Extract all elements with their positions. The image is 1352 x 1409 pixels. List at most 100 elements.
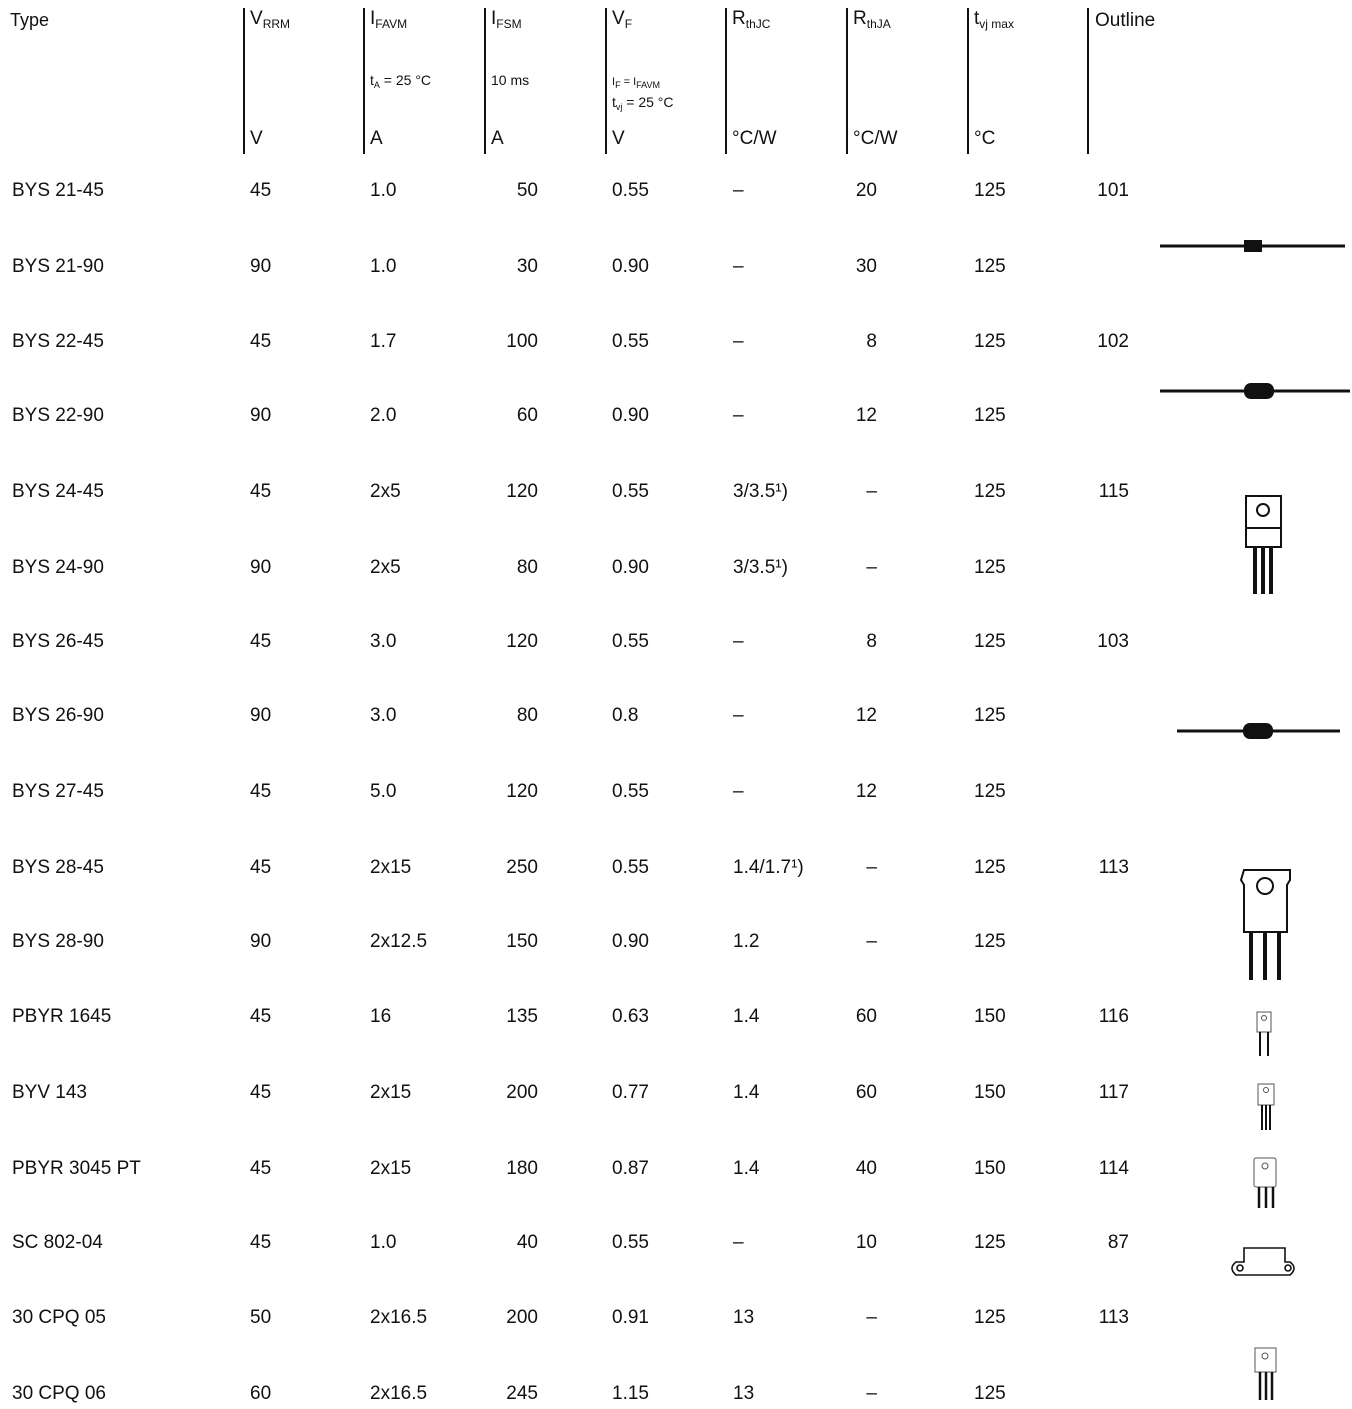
cell-ifsm: 200 — [506, 1307, 538, 1328]
cell-vf: 0.90 — [612, 931, 649, 952]
cell-tvj: 125 — [974, 481, 1006, 502]
header-ifavm-condition: tA = 25 °C — [370, 72, 432, 90]
cell-vf: 0.90 — [612, 405, 649, 426]
cell-ifsm: 50 — [516, 180, 538, 201]
header-divider — [725, 8, 727, 154]
cell-vf: 0.63 — [612, 1006, 649, 1027]
cell-ifavm: 2x5 — [370, 481, 401, 502]
cell-vrrm: 45 — [250, 1082, 272, 1103]
cell-rthja: – — [866, 1383, 877, 1404]
cell-vf: 0.55 — [612, 481, 649, 502]
cell-ifsm: 180 — [506, 1158, 538, 1179]
cell-vrrm: 45 — [250, 1158, 272, 1179]
cell-type: 30 CPQ 06 — [12, 1383, 106, 1404]
cell-ifavm: 2x5 — [370, 557, 401, 578]
cell-outline: 87 — [1107, 1232, 1129, 1253]
cell-ifavm: 1.7 — [370, 331, 397, 352]
header-rthja-unit: °C/W — [853, 128, 898, 149]
cell-type: BYS 24-45 — [12, 481, 104, 502]
cell-ifsm: 30 — [516, 256, 538, 277]
cell-rthjc: – — [733, 705, 744, 726]
cell-ifavm: 2x15 — [370, 1158, 412, 1179]
cell-ifavm: 2x12.5 — [370, 931, 428, 952]
cell-outline: 102 — [1097, 331, 1129, 352]
header-vf-condition-2: tvj = 25 °C — [612, 94, 674, 112]
to220-3lead-small-icon — [1254, 1347, 1277, 1400]
cell-vf: 0.90 — [612, 256, 649, 277]
cell-rthja: – — [866, 557, 877, 578]
cell-tvj: 125 — [974, 1383, 1006, 1404]
cell-outline: 113 — [1098, 857, 1129, 878]
header-vf-symbol: VF — [612, 8, 633, 31]
cell-ifavm: 1.0 — [370, 256, 397, 277]
cell-ifavm: 2x16.5 — [370, 1307, 428, 1328]
cell-type: PBYR 3045 PT — [12, 1158, 141, 1179]
cell-vrrm: 60 — [250, 1383, 272, 1404]
cell-rthja: 12 — [855, 405, 877, 426]
cell-rthjc: – — [733, 631, 744, 652]
cell-tvj: 150 — [974, 1006, 1006, 1027]
to220-2lead-small-icon — [1256, 1011, 1272, 1056]
cell-vf: 0.55 — [612, 781, 649, 802]
cell-ifavm: 2x16.5 — [370, 1383, 428, 1404]
cell-vf: 1.15 — [612, 1383, 649, 1404]
cell-rthjc: – — [733, 781, 744, 802]
cell-vrrm: 90 — [250, 256, 272, 277]
cell-tvj: 125 — [974, 1307, 1006, 1328]
header-tvj-unit: °C — [974, 128, 996, 149]
cell-rthja: 12 — [855, 705, 877, 726]
cell-ifsm: 120 — [506, 781, 538, 802]
cell-ifsm: 150 — [506, 931, 538, 952]
cell-rthjc: 1.4 — [733, 1158, 760, 1179]
cell-ifavm: 2x15 — [370, 1082, 412, 1103]
cell-rthjc: – — [733, 405, 744, 426]
cell-ifsm: 40 — [516, 1232, 538, 1253]
header-ifsm-unit: A — [491, 128, 504, 149]
cell-vf: 0.55 — [612, 331, 649, 352]
header-tvj-symbol: tvj max — [974, 8, 1014, 31]
type-heading: Type — [10, 10, 50, 30]
cell-tvj: 125 — [974, 1232, 1006, 1253]
cell-outline: 117 — [1098, 1082, 1129, 1103]
cell-tvj: 125 — [974, 180, 1006, 201]
cell-tvj: 125 — [974, 705, 1006, 726]
to218-3lead-small-icon — [1253, 1157, 1277, 1208]
cell-vrrm: 50 — [250, 1307, 272, 1328]
cell-type: BYS 21-45 — [12, 180, 104, 201]
cell-ifavm: 2.0 — [370, 405, 397, 426]
header-vf-condition-1: IF = IFAVM — [612, 76, 660, 90]
header-rthjc-symbol: RthJC — [732, 8, 771, 31]
header-divider — [484, 8, 486, 154]
to220-3lead-icon — [1245, 495, 1282, 594]
cell-rthjc: 13 — [733, 1383, 755, 1404]
header-divider — [1087, 8, 1089, 154]
cell-type: BYS 28-90 — [12, 931, 104, 952]
flange-mount-icon — [1231, 1247, 1295, 1276]
header-ifsm-symbol: IFSM — [491, 8, 522, 31]
cell-type: BYS 28-45 — [12, 857, 104, 878]
cell-ifsm: 80 — [516, 557, 538, 578]
cell-tvj: 125 — [974, 781, 1006, 802]
axial-medium-diode-icon — [1160, 383, 1350, 399]
cell-vrrm: 90 — [250, 705, 272, 726]
cell-type: BYS 21-90 — [12, 256, 104, 277]
cell-ifsm: 80 — [516, 705, 538, 726]
to247-3lead-icon — [1239, 869, 1291, 980]
cell-type: BYS 26-45 — [12, 631, 104, 652]
cell-vrrm: 45 — [250, 481, 272, 502]
cell-outline: 103 — [1097, 631, 1129, 652]
cell-outline: 113 — [1098, 1307, 1129, 1328]
cell-rthja: – — [866, 481, 877, 502]
cell-outline: 115 — [1098, 481, 1129, 502]
cell-tvj: 125 — [974, 331, 1006, 352]
cell-ifavm: 1.0 — [370, 1232, 397, 1253]
cell-rthjc: 13 — [733, 1307, 755, 1328]
cell-vrrm: 45 — [250, 631, 272, 652]
cell-rthjc: 1.4/1.7¹) — [733, 857, 804, 878]
cell-vf: 0.55 — [612, 180, 649, 201]
cell-type: PBYR 1645 — [12, 1006, 112, 1027]
header-divider — [967, 8, 969, 154]
cell-rthja: 10 — [855, 1232, 877, 1253]
cell-rthjc: – — [733, 180, 744, 201]
